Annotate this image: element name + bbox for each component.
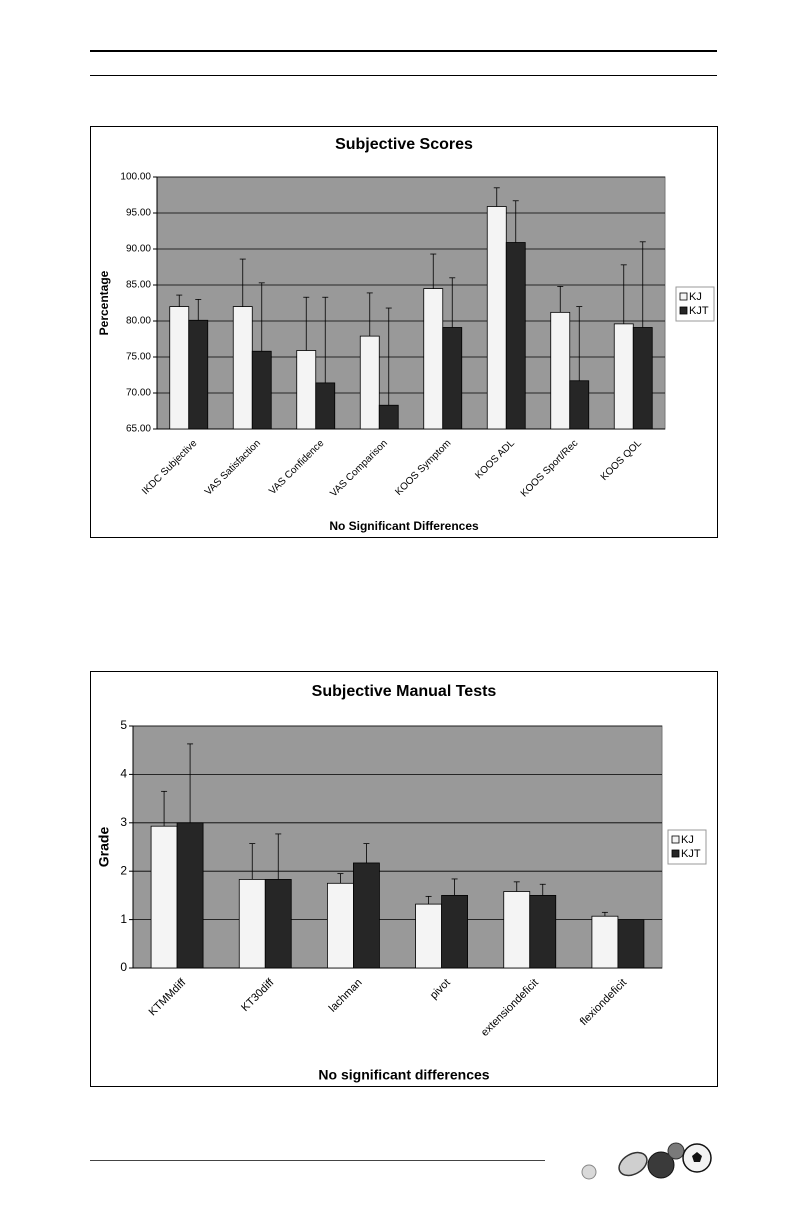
bar-kj (169, 306, 190, 430)
bar-kj (296, 350, 317, 430)
bar-kjt (441, 894, 468, 969)
bar-kj (415, 903, 442, 969)
x-category-label: lachman (327, 977, 365, 1015)
bar-kjt (617, 919, 645, 969)
soccer-ball-patch-icon (692, 1152, 702, 1162)
y-axis-label: Grade (96, 827, 112, 868)
x-axis-label: No significant differences (318, 1067, 489, 1083)
bar-kjt (505, 242, 526, 430)
x-category-label: KOOS ADL (473, 438, 517, 482)
legend-label-kj: KJ (681, 834, 694, 846)
bar-kj (423, 288, 444, 430)
subjective-scores-svg: Subjective Scores 65.00 70.00 75.00 80.00 85.… (97, 136, 715, 533)
baseball-icon (581, 1164, 597, 1180)
chart-title: Subjective Scores (335, 136, 473, 153)
y-tick-label: 70.00 (126, 388, 151, 399)
sports-balls-logo (581, 1142, 712, 1180)
y-tick-label: 85.00 (126, 280, 151, 291)
plot-area (132, 725, 663, 969)
header-rule-top (90, 50, 717, 52)
basketball-icon (647, 1151, 675, 1179)
legend-label-kjt: KJT (681, 848, 701, 860)
y-tick-label: 4 (120, 767, 127, 781)
bar-kj (550, 311, 571, 430)
x-category-label: KOOS QOL (599, 438, 644, 483)
bar-kjt (529, 894, 557, 969)
bar-kjt (315, 382, 336, 430)
bar-kjt (569, 380, 590, 430)
y-tick-label: 75.00 (126, 352, 151, 363)
legend-label-kjt: KJT (689, 305, 709, 317)
y-tick-label: 65.00 (126, 424, 151, 435)
rugby-ball-icon (618, 1151, 648, 1177)
legend-swatch-kj (679, 292, 688, 301)
x-category-label: pivot (428, 977, 453, 1002)
x-category-label: VAS Comparison (328, 438, 389, 499)
bar-kj (238, 879, 266, 969)
bar-kj (327, 882, 354, 969)
bar-kj (503, 891, 531, 969)
y-tick-label: 100.00 (120, 172, 151, 183)
y-axis-label: Percentage (97, 270, 111, 335)
bar-kjt (353, 862, 380, 969)
x-category-label: KOOS Sport/Rec (519, 438, 581, 500)
x-category-label: KOOS Symptom (393, 438, 453, 498)
bar-kjt (632, 327, 653, 430)
x-category-label: flexiondeficit (578, 977, 629, 1028)
x-category-label: KTMMdiff (147, 976, 189, 1018)
bar-kj (486, 206, 507, 430)
tennis-ball-icon (667, 1142, 685, 1160)
x-category-label: VAS Confidence (267, 438, 326, 497)
x-axis-label: No Significant Differences (329, 519, 479, 533)
x-category-label: VAS Satisfaction (203, 438, 263, 498)
chart-title: Subjective Manual Tests (312, 683, 497, 700)
bar-kjt (442, 327, 463, 430)
subjective-manual-tests-chart: Subjective Manual Tests 0 1 2 3 4 5 KTMMdiff KT3… (90, 671, 718, 1087)
legend-label-kj: KJ (689, 291, 702, 303)
y-tick-label: 80.00 (126, 316, 151, 327)
bar-kjt (264, 879, 292, 969)
y-tick-label: 0 (120, 960, 127, 974)
y-tick-label: 90.00 (126, 244, 151, 255)
legend-swatch-kjt (671, 849, 680, 858)
legend-swatch-kjt (679, 306, 688, 315)
bar-kjt (251, 350, 272, 430)
bar-kj (232, 306, 253, 430)
legend-swatch-kj (671, 835, 680, 844)
x-category-label: IKDC Subjective (140, 438, 200, 498)
bar-kjt (188, 319, 209, 430)
bar-kj (150, 825, 178, 969)
footer-rule (90, 1160, 545, 1161)
y-tick-label: 1 (120, 912, 127, 926)
x-category-label: KT30diff (239, 976, 277, 1014)
y-tick-label: 2 (120, 863, 127, 877)
y-tick-label: 95.00 (126, 208, 151, 219)
y-tick-label: 3 (120, 815, 127, 829)
bar-kjt (176, 822, 204, 969)
bar-kj (591, 915, 619, 969)
bar-kjt (378, 404, 399, 430)
subjective-scores-chart: Subjective Scores 65.00 70.00 75.00 80.00 85.… (90, 126, 718, 538)
subjective-manual-tests-svg: Subjective Manual Tests 0 1 2 3 4 5 KTMMdiff KT3… (96, 683, 707, 1083)
header-rule-bottom (90, 75, 717, 76)
bar-kj (613, 323, 634, 430)
x-category-label: extensiondeficit (479, 977, 541, 1039)
bar-kj (359, 335, 380, 430)
y-tick-label: 5 (120, 718, 127, 732)
